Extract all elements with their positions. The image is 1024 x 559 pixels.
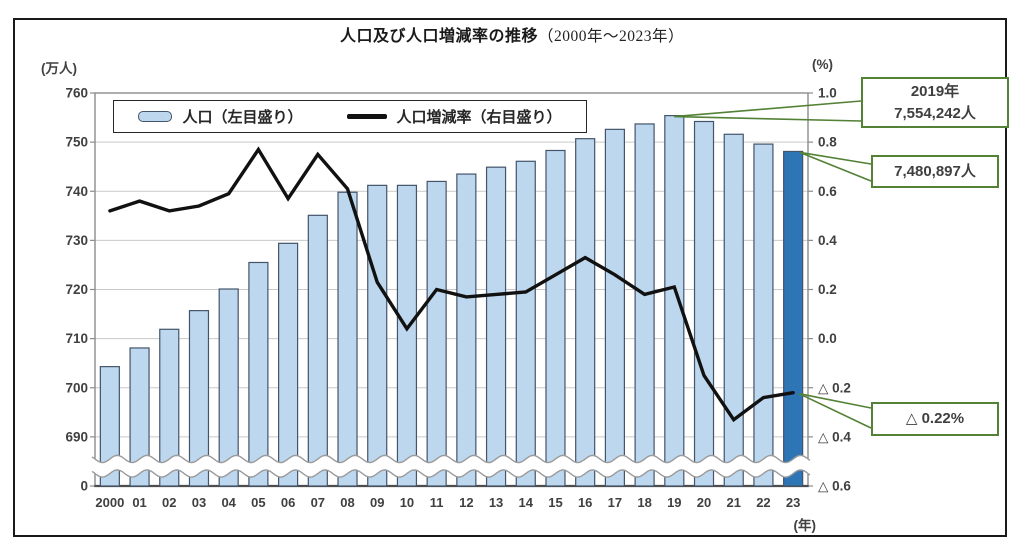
x-tick-label: 15 — [548, 495, 562, 510]
x-tick-label: 13 — [489, 495, 503, 510]
right-tick-label: △ 0.4 — [818, 429, 851, 444]
x-tick-label: 22 — [756, 495, 770, 510]
left-axis-unit: (万人) — [41, 61, 77, 76]
population-bar-10 — [396, 184, 418, 487]
x-tick-label: 01 — [132, 495, 146, 510]
x-tick-label: 17 — [608, 495, 622, 510]
callout-leader-line-5 — [798, 392, 872, 429]
callout-2023-population: 7,480,897人 — [894, 162, 976, 180]
population-bar-14 — [515, 160, 536, 487]
left-tick-label: 730 — [65, 233, 88, 248]
right-tick-label: 0.2 — [818, 282, 837, 297]
population-bar-08 — [337, 191, 358, 487]
population-bar-09 — [367, 184, 388, 487]
left-tick-label: 700 — [65, 380, 88, 395]
x-tick-label: 09 — [370, 495, 384, 510]
x-tick-label: 06 — [281, 495, 295, 510]
callout-leader-line-0 — [674, 100, 862, 118]
x-tick-label: 10 — [400, 495, 414, 510]
right-tick-label: 0.8 — [818, 135, 837, 150]
left-tick-label: 710 — [65, 331, 88, 346]
population-bar-16 — [575, 138, 596, 487]
callout-leader-line-1 — [674, 115, 862, 122]
callout-2019-year: 2019年 — [910, 82, 960, 100]
population-bar-11 — [426, 180, 447, 487]
axis-break-top-edge — [91, 454, 811, 464]
x-tick-label: 19 — [667, 495, 681, 510]
x-tick-label: 20 — [697, 495, 711, 510]
x-tick-label: 05 — [251, 495, 265, 510]
left-tick-label: 740 — [65, 184, 88, 199]
x-tick-label: 11 — [430, 495, 444, 510]
population-bar-18 — [634, 123, 655, 487]
left-tick-label: 760 — [65, 86, 88, 101]
axis-break-bottom-edge — [91, 469, 811, 478]
x-tick-label: 08 — [340, 495, 354, 510]
callout-2019-box: 2019年 7,554,242人 — [861, 77, 1009, 128]
population-bar-03 — [188, 310, 210, 487]
legend-bar-swatch-icon — [138, 111, 173, 122]
x-tick-label: 14 — [519, 495, 534, 510]
legend-bar-label: 人口（左目盛り） — [182, 109, 303, 126]
right-tick-label: 0.0 — [818, 331, 837, 346]
population-bar-02 — [159, 328, 180, 487]
population-bar-20 — [693, 120, 715, 487]
x-axis-unit: (年) — [793, 518, 817, 533]
callout-leader-line-2 — [800, 151, 872, 165]
population-bar-23 — [783, 150, 804, 487]
x-tick-label: 02 — [162, 495, 176, 510]
x-tick-label: 04 — [221, 495, 236, 510]
callout-leader-line-3 — [799, 151, 872, 182]
population-bar-13 — [485, 166, 507, 487]
population-bar-22 — [753, 143, 774, 487]
x-tick-label: 16 — [578, 495, 592, 510]
rate-line — [108, 146, 795, 423]
population-bar-21 — [723, 133, 744, 487]
population-bar-19 — [664, 114, 685, 487]
chart-title-main: 人口及び人口増減率の推移 — [339, 28, 538, 45]
population-bar-06 — [278, 242, 299, 487]
right-tick-label: 1.0 — [818, 86, 837, 101]
population-bar-15 — [545, 149, 566, 487]
left-tick-label: 690 — [65, 429, 88, 444]
left-tick-label: 720 — [65, 282, 88, 297]
legend-line-label: 人口増減率（右目盛り） — [396, 109, 562, 126]
population-bar-05 — [248, 261, 269, 487]
right-tick-label: 0.6 — [818, 184, 837, 199]
callout-2019-population: 7,554,242人 — [894, 104, 976, 122]
callout-2023-rate: △ 0.22% — [905, 410, 965, 427]
callout-leader-line-4 — [798, 392, 872, 409]
population-bar-04 — [218, 288, 239, 487]
chart-title-range: （2000年～2023年） — [538, 28, 685, 45]
left-tick-label: 750 — [65, 135, 88, 150]
population-bar-17 — [604, 128, 625, 487]
population-bar-01 — [129, 347, 150, 487]
x-tick-label: 23 — [786, 495, 800, 510]
callout-2023-population-box: 7,480,897人 — [871, 155, 999, 188]
population-bar-07 — [307, 214, 328, 487]
x-tick-label: 12 — [459, 495, 473, 510]
right-axis-unit: (%) — [812, 57, 833, 72]
chart-title: 人口及び人口増減率の推移（2000年～2023年） — [0, 22, 1024, 46]
x-tick-label: 18 — [637, 495, 651, 510]
x-tick-label: 2000 — [95, 495, 124, 510]
callout-2023-rate-box: △ 0.22% — [871, 402, 999, 436]
x-tick-label: 21 — [726, 495, 740, 510]
x-tick-label: 07 — [311, 495, 325, 510]
x-tick-label: 03 — [192, 495, 206, 510]
population-bar-12 — [456, 173, 477, 487]
legend: 人口（左目盛り） 人口増減率（右目盛り） — [113, 100, 587, 133]
right-tick-label: 0.4 — [818, 233, 837, 248]
right-tick-label: △ 0.2 — [818, 380, 851, 395]
right-tick-label: △ 0.6 — [818, 479, 851, 494]
left-tick-label: 0 — [80, 479, 88, 494]
legend-line-swatch-icon — [346, 114, 387, 119]
